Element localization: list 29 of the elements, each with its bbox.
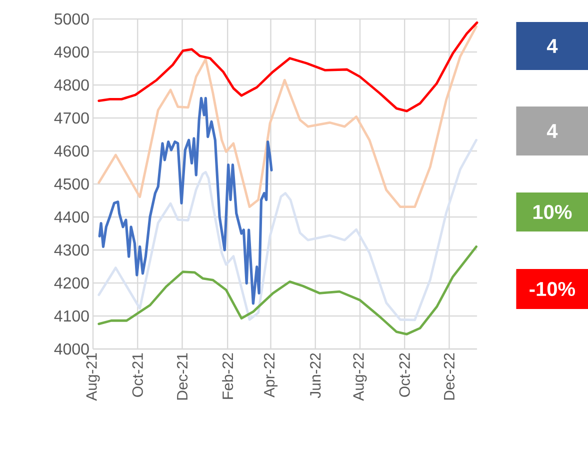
y-tick-label: 4900 <box>54 46 89 58</box>
line-series <box>98 138 478 322</box>
text: -10% <box>530 282 576 296</box>
text: 4 <box>546 124 558 138</box>
y-tick-label: 4600 <box>54 145 89 157</box>
y-tick-label: 4500 <box>54 178 89 190</box>
text: 4 <box>546 39 558 53</box>
y-tick-label: 4300 <box>54 244 89 256</box>
line-series <box>98 96 273 305</box>
x-tick-label: Jun-22 <box>310 353 321 398</box>
y-tick-label: 4400 <box>54 211 89 223</box>
line-series <box>98 246 478 336</box>
y-tick-label: 4000 <box>54 343 89 355</box>
x-tick-label: Dec-21 <box>176 353 188 400</box>
x-tick-label: Feb-22 <box>222 353 234 399</box>
x-tick-label: Aug-22 <box>353 353 367 401</box>
y-tick-label: 4700 <box>54 112 89 124</box>
x-tick-label: Aug-21 <box>86 353 100 401</box>
x-tick-label: Dec-22 <box>444 353 455 400</box>
x-tick-label: Apr-22 <box>264 353 278 398</box>
y-tick-label: 4100 <box>54 310 89 322</box>
x-tick-label: Oct-21 <box>132 353 143 397</box>
line-series <box>98 21 478 112</box>
text: 10% <box>533 204 572 220</box>
y-tick-label: 4800 <box>54 79 89 91</box>
line-series <box>98 25 478 208</box>
x-tick-label: Oct-22 <box>399 353 410 397</box>
y-tick-label: 5000 <box>54 13 89 25</box>
y-tick-label: 4200 <box>54 277 89 289</box>
